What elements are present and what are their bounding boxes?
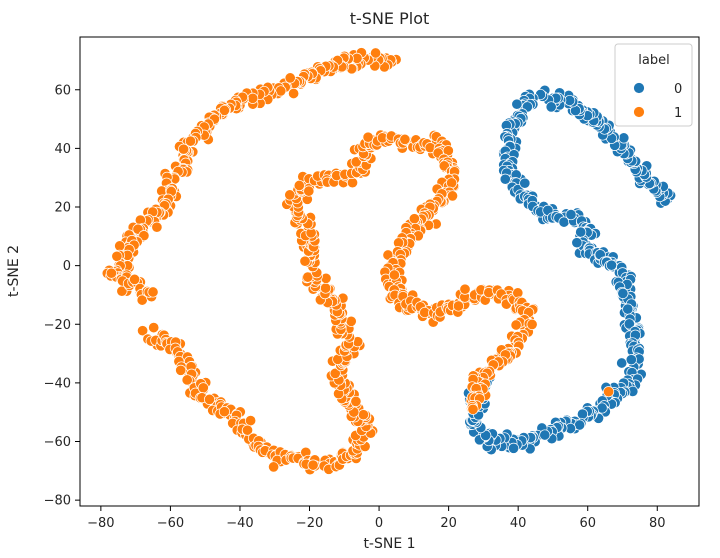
- data-point-0: [605, 259, 618, 271]
- y-tick-label: 40: [54, 142, 71, 157]
- data-point-0: [539, 429, 551, 441]
- y-axis-label: t-SNE 2: [6, 245, 22, 297]
- legend-label-1: 1: [674, 106, 682, 121]
- data-point-1: [346, 177, 359, 189]
- legend-marker-1: [633, 106, 645, 118]
- scatter-points: [101, 47, 677, 476]
- data-point-1: [307, 459, 319, 471]
- data-point-1: [329, 367, 341, 379]
- data-point-1: [320, 282, 332, 294]
- data-point-0: [565, 209, 577, 221]
- data-point-1: [345, 315, 357, 327]
- data-point-1: [178, 143, 190, 155]
- data-point-1: [452, 300, 465, 312]
- x-tick-label: 60: [579, 516, 596, 531]
- axes-frame: [79, 36, 700, 507]
- data-point-1: [446, 177, 458, 189]
- data-point-1: [284, 72, 296, 84]
- data-point-1: [302, 271, 314, 283]
- x-tick-label: 80: [649, 516, 666, 531]
- legend-marker-0: [633, 82, 645, 94]
- data-point-0: [623, 318, 635, 330]
- data-point-1: [218, 406, 230, 418]
- data-point-1: [151, 221, 163, 233]
- data-point-1: [137, 325, 149, 337]
- data-point-1: [148, 322, 160, 334]
- x-axis-ticks: −80 −60 −40 −20 0 20 40 60 80: [87, 506, 666, 531]
- data-point-1: [114, 240, 126, 252]
- y-axis-ticks: −80 −60 −40 −20 0 20 40 60: [44, 83, 80, 509]
- data-point-0: [519, 177, 531, 189]
- data-point-1: [181, 374, 193, 386]
- legend: label 0 1: [614, 43, 693, 127]
- chart-title: t-SNE Plot: [350, 9, 430, 28]
- data-point-0: [616, 357, 628, 369]
- legend-label-0: 0: [674, 82, 682, 97]
- data-point-1: [111, 250, 123, 262]
- x-tick-label: 0: [375, 516, 383, 531]
- data-point-0: [545, 101, 557, 113]
- data-point-1: [357, 409, 369, 421]
- data-point-1: [175, 364, 187, 376]
- data-point-1: [467, 403, 479, 415]
- data-point-1: [510, 319, 522, 331]
- data-point-1: [288, 87, 300, 100]
- data-point-1: [526, 318, 538, 330]
- data-point-1: [303, 185, 315, 197]
- legend-title: label: [638, 53, 669, 68]
- data-point-1: [129, 273, 141, 285]
- data-point-1: [459, 283, 471, 295]
- data-point-1: [299, 255, 311, 267]
- y-tick-label: 0: [63, 259, 71, 274]
- data-point-1: [147, 286, 159, 298]
- data-point-1: [184, 135, 197, 147]
- legend-box: [614, 43, 693, 127]
- data-point-0: [617, 287, 629, 299]
- data-point-1: [247, 92, 259, 104]
- data-point-1: [105, 267, 117, 279]
- data-point-0: [618, 132, 630, 144]
- data-point-0: [508, 442, 520, 454]
- data-point-1: [268, 461, 280, 473]
- data-point-0: [499, 173, 511, 185]
- data-point-1: [203, 393, 216, 405]
- data-point-1: [284, 189, 296, 201]
- data-point-1: [245, 415, 257, 427]
- data-point-0: [571, 237, 583, 249]
- x-tick-label: −80: [87, 516, 114, 531]
- data-point-1: [241, 424, 254, 436]
- x-tick-label: −60: [157, 516, 184, 531]
- x-tick-label: −40: [226, 516, 253, 531]
- data-point-1: [399, 133, 411, 145]
- data-point-1: [512, 287, 524, 299]
- x-tick-label: 20: [440, 516, 457, 531]
- data-point-1: [350, 156, 362, 168]
- data-point-1: [218, 104, 230, 116]
- y-tick-label: −20: [44, 318, 71, 333]
- data-point-0: [575, 226, 587, 238]
- data-point-0: [625, 354, 637, 366]
- y-tick-label: −60: [44, 435, 71, 450]
- data-point-0: [511, 98, 523, 110]
- data-point-1: [603, 386, 615, 398]
- data-point-1: [293, 179, 305, 192]
- x-tick-label: −20: [296, 516, 323, 531]
- data-point-1: [197, 382, 209, 394]
- y-tick-label: 20: [54, 201, 71, 216]
- y-tick-label: 60: [54, 83, 71, 98]
- x-axis-label: t-SNE 1: [363, 536, 415, 552]
- data-point-1: [388, 269, 400, 281]
- data-point-1: [408, 213, 420, 225]
- data-point-1: [362, 131, 374, 143]
- data-point-1: [370, 47, 382, 59]
- data-point-1: [350, 395, 362, 407]
- y-tick-label: −80: [44, 494, 71, 509]
- data-point-0: [622, 303, 634, 315]
- y-tick-label: −40: [44, 376, 71, 391]
- x-tick-label: 40: [510, 516, 527, 531]
